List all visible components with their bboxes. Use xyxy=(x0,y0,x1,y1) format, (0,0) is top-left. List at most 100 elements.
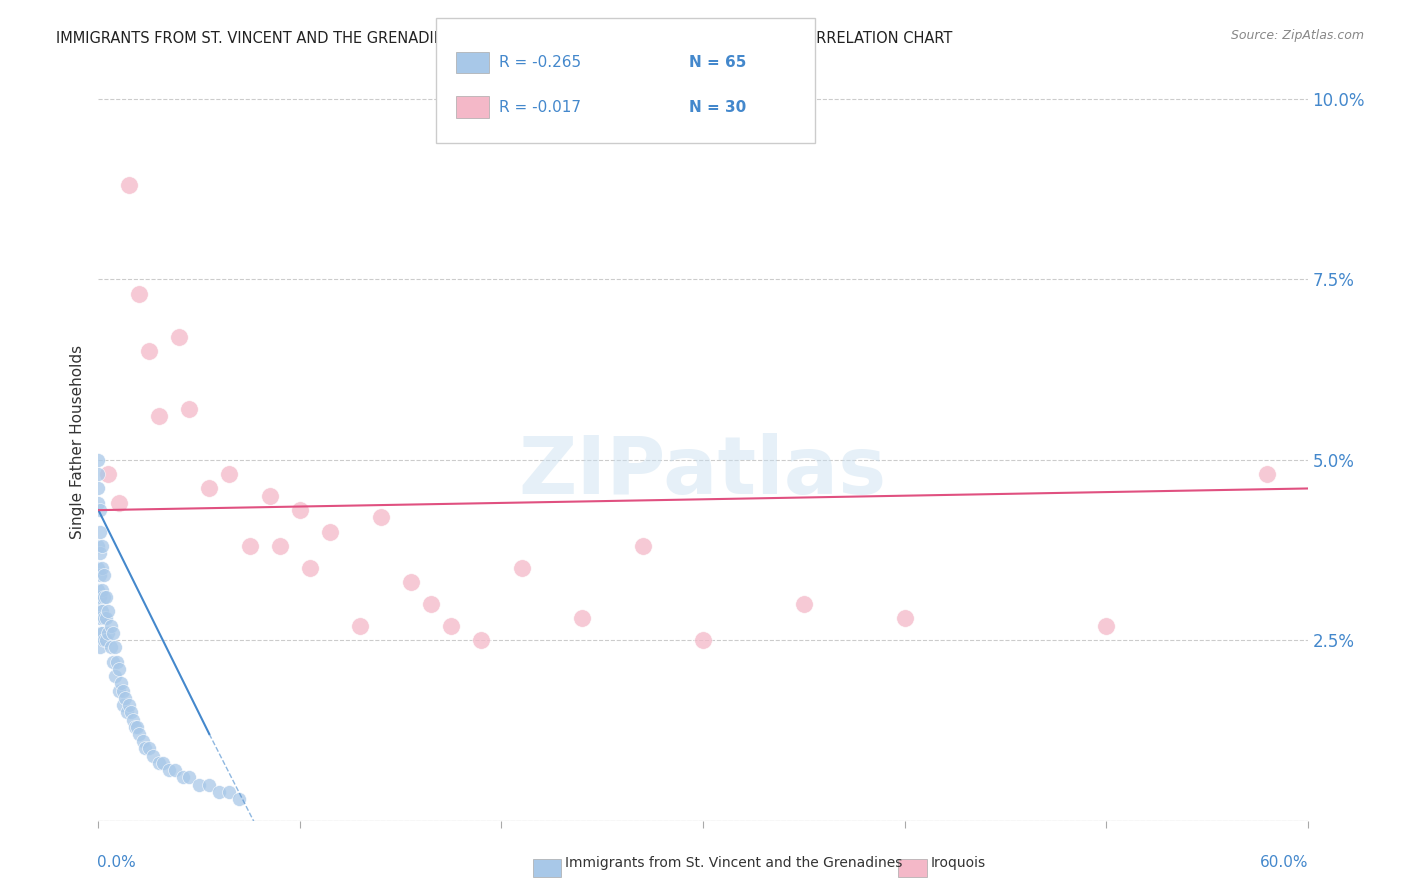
Point xyxy=(319,524,342,539)
Point xyxy=(124,720,146,734)
Text: R = -0.265: R = -0.265 xyxy=(499,55,581,70)
Point xyxy=(107,683,129,698)
Point xyxy=(89,546,111,560)
Point xyxy=(96,633,118,648)
Point xyxy=(107,662,129,676)
Point xyxy=(91,561,114,575)
Point xyxy=(114,690,136,705)
Point xyxy=(370,510,392,524)
Point xyxy=(125,720,148,734)
Point xyxy=(87,467,110,481)
Point xyxy=(228,792,250,806)
Point xyxy=(107,496,129,510)
Point xyxy=(399,575,422,590)
Point xyxy=(470,633,492,648)
Point xyxy=(163,763,186,777)
Point xyxy=(93,568,115,582)
Point xyxy=(179,402,201,417)
Point xyxy=(91,582,114,597)
Y-axis label: Single Father Households: Single Father Households xyxy=(70,344,86,539)
Point xyxy=(91,539,114,553)
Point xyxy=(157,763,180,777)
Point xyxy=(87,561,110,575)
Text: N = 30: N = 30 xyxy=(689,100,747,114)
Point xyxy=(208,785,231,799)
Point xyxy=(188,778,211,792)
Point xyxy=(132,734,155,748)
Point xyxy=(103,669,125,683)
Point xyxy=(105,655,128,669)
Point xyxy=(440,618,463,632)
Point xyxy=(91,626,114,640)
Text: ZIPatlas: ZIPatlas xyxy=(519,433,887,511)
Point xyxy=(631,539,654,553)
Point xyxy=(128,286,150,301)
Text: IMMIGRANTS FROM ST. VINCENT AND THE GRENADINES VS IROQUOIS SINGLE FATHER HOUSEHO: IMMIGRANTS FROM ST. VINCENT AND THE GREN… xyxy=(56,31,953,46)
Point xyxy=(793,597,815,611)
Point xyxy=(218,785,240,799)
Point xyxy=(692,633,714,648)
Point xyxy=(118,698,141,712)
Point xyxy=(1095,618,1118,632)
Point xyxy=(89,611,111,625)
Text: R = -0.017: R = -0.017 xyxy=(499,100,581,114)
Point xyxy=(571,611,593,625)
Point xyxy=(89,590,111,604)
Point xyxy=(89,524,111,539)
Point xyxy=(89,503,111,517)
Point xyxy=(93,590,115,604)
Point xyxy=(288,503,311,517)
Point xyxy=(420,597,443,611)
Point xyxy=(110,676,132,690)
Point xyxy=(101,655,124,669)
Point xyxy=(148,409,170,424)
Point xyxy=(87,582,110,597)
Point xyxy=(93,611,115,625)
Point xyxy=(89,568,111,582)
Point xyxy=(128,727,150,741)
Point xyxy=(87,539,110,553)
Text: Iroquois: Iroquois xyxy=(931,856,986,871)
Text: Immigrants from St. Vincent and the Grenadines: Immigrants from St. Vincent and the Gren… xyxy=(565,856,903,871)
Point xyxy=(111,698,134,712)
Point xyxy=(1256,467,1278,481)
Point xyxy=(97,626,120,640)
Point xyxy=(91,604,114,618)
Point xyxy=(89,640,111,655)
Point xyxy=(87,482,110,496)
Point xyxy=(121,713,143,727)
Point xyxy=(101,626,124,640)
Point xyxy=(93,633,115,648)
Point xyxy=(152,756,174,770)
Point xyxy=(138,344,160,359)
Point xyxy=(510,561,533,575)
Point xyxy=(120,706,142,720)
Point xyxy=(87,597,110,611)
Point xyxy=(142,748,165,763)
Point xyxy=(198,778,221,792)
Text: Source: ZipAtlas.com: Source: ZipAtlas.com xyxy=(1230,29,1364,42)
Point xyxy=(299,561,322,575)
Point xyxy=(198,482,221,496)
Point xyxy=(118,178,141,193)
Point xyxy=(179,770,201,784)
Text: N = 65: N = 65 xyxy=(689,55,747,70)
Point xyxy=(269,539,291,553)
Point xyxy=(349,618,371,632)
Point xyxy=(100,618,122,632)
Point xyxy=(893,611,915,625)
Point xyxy=(148,756,170,770)
Point xyxy=(97,467,120,481)
Point xyxy=(138,741,160,756)
Text: 60.0%: 60.0% xyxy=(1260,855,1309,870)
Point xyxy=(172,770,194,784)
Point xyxy=(89,626,111,640)
Point xyxy=(134,741,156,756)
Point xyxy=(111,683,134,698)
Point xyxy=(259,489,281,503)
Point xyxy=(96,611,118,625)
Point xyxy=(115,706,138,720)
Text: 0.0%: 0.0% xyxy=(97,855,136,870)
Point xyxy=(100,640,122,655)
Point xyxy=(87,452,110,467)
